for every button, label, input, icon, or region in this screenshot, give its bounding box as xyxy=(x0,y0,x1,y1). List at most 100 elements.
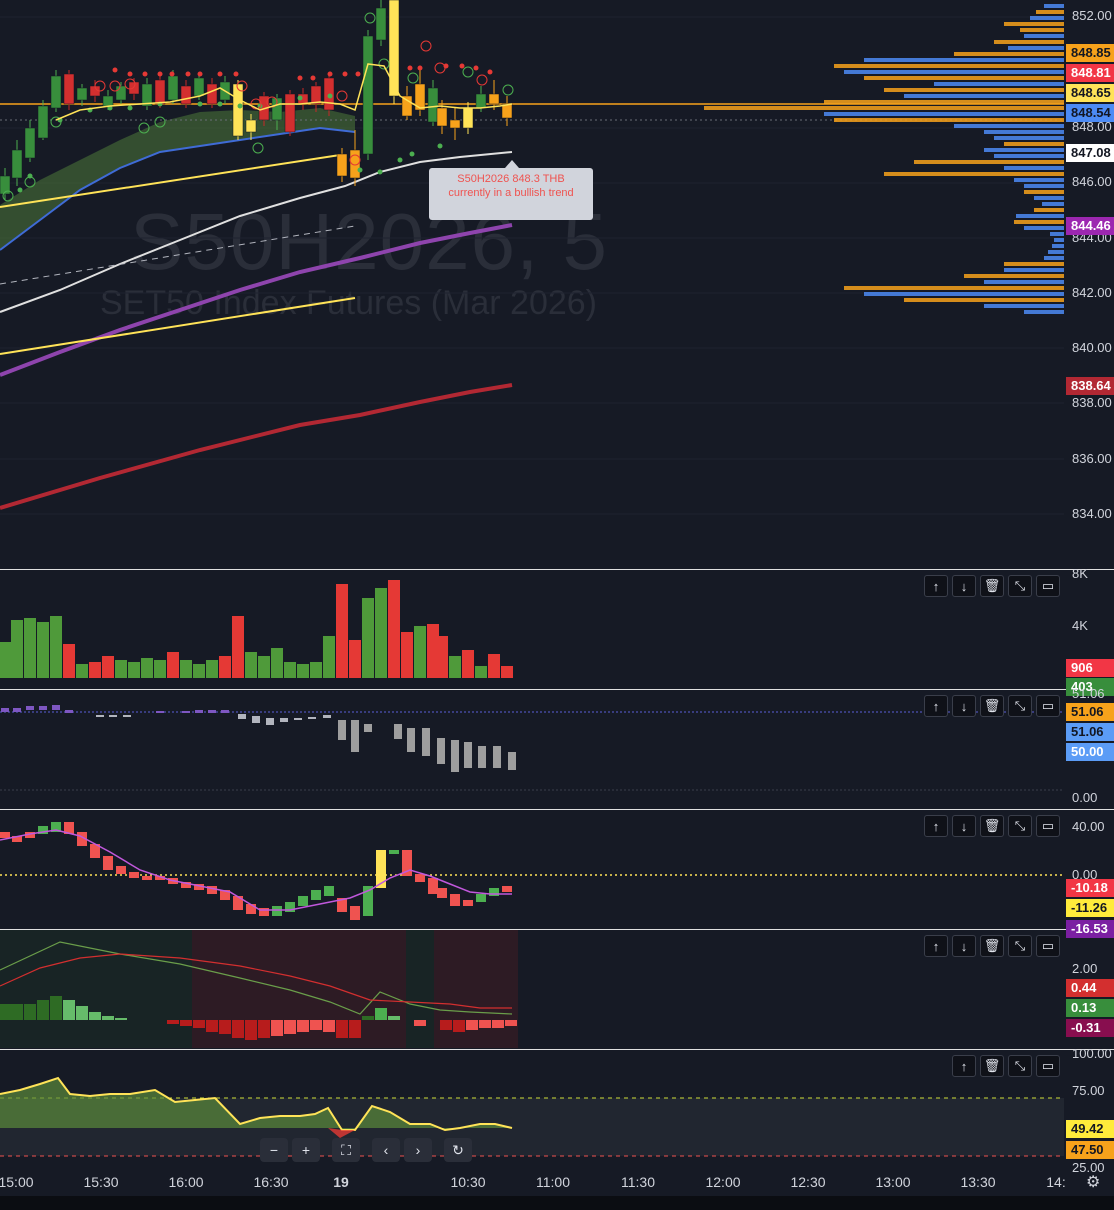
momentum-bar xyxy=(350,906,360,920)
momentum-bar xyxy=(181,882,191,888)
collapse-icon[interactable]: ⤡ xyxy=(1008,695,1032,717)
reset-icon[interactable]: ↻ xyxy=(444,1138,472,1162)
move-down-icon[interactable]: ↓ xyxy=(952,935,976,957)
collapse-icon[interactable]: ⤡ xyxy=(1008,575,1032,597)
move-up-icon[interactable]: ↑ xyxy=(924,815,948,837)
momentum-bar xyxy=(489,888,499,896)
candle-body xyxy=(0,175,11,195)
signal-dot xyxy=(157,71,163,77)
candle-body xyxy=(310,85,322,105)
signal-dot xyxy=(169,71,175,77)
oscillator-bar xyxy=(13,708,21,712)
candle-body xyxy=(245,119,257,133)
maximize-icon[interactable]: ▭ xyxy=(1036,695,1060,717)
move-up-icon[interactable]: ↑ xyxy=(924,575,948,597)
macd-histogram-bar xyxy=(115,1018,127,1020)
delete-icon[interactable]: 🗑 xyxy=(980,575,1004,597)
move-down-icon[interactable]: ↓ xyxy=(952,695,976,717)
zoom-out-button[interactable]: − xyxy=(260,1138,288,1162)
momentum-bar xyxy=(155,876,165,880)
zoom-in-button[interactable]: + xyxy=(292,1138,320,1162)
move-up-icon[interactable]: ↑ xyxy=(952,1055,976,1077)
count-marker xyxy=(109,80,121,92)
candle-body xyxy=(462,107,474,129)
axis-tick-label: 842.00 xyxy=(1072,285,1112,300)
oscillator-bar xyxy=(39,706,47,710)
volume-bar xyxy=(449,656,461,678)
bull-zone xyxy=(0,930,192,1048)
volume-bar xyxy=(258,656,270,678)
volume-bar xyxy=(128,662,140,678)
volume-profile-bar xyxy=(914,160,1064,164)
macd-histogram-bar xyxy=(37,1000,49,1020)
momentum-bar xyxy=(103,856,113,870)
momentum-pane[interactable] xyxy=(0,810,1064,928)
axis-tick-label: 836.00 xyxy=(1072,451,1112,466)
momentum-bar xyxy=(463,900,473,906)
count-marker xyxy=(502,84,514,96)
signal-dot xyxy=(17,187,23,193)
momentum-bar xyxy=(233,896,243,910)
tooltip-line2: currently in a bullish trend xyxy=(448,187,574,199)
short-ma-line xyxy=(0,151,513,313)
macd-histogram-bar xyxy=(167,1020,179,1024)
macd-histogram-bar xyxy=(323,1020,335,1032)
volume-pane[interactable] xyxy=(0,570,1064,688)
volume-profile-bar xyxy=(1024,310,1064,314)
oscillator-bar xyxy=(208,710,216,713)
time-label: 16:30 xyxy=(253,1174,289,1190)
trend-line xyxy=(0,297,356,355)
time-label: 11:30 xyxy=(621,1174,655,1190)
oscillator-bar xyxy=(52,705,60,710)
oscillator-bar xyxy=(252,716,260,723)
collapse-icon[interactable]: ⤡ xyxy=(1008,1055,1032,1077)
oscillator-bar xyxy=(422,728,430,756)
scroll-right-button[interactable]: › xyxy=(404,1138,432,1162)
move-down-icon[interactable]: ↓ xyxy=(952,815,976,837)
volume-bar xyxy=(102,656,114,678)
delete-icon[interactable]: 🗑 xyxy=(980,935,1004,957)
volume-profile-bar xyxy=(934,82,1064,86)
scroll-left-button[interactable]: ‹ xyxy=(372,1138,400,1162)
move-down-icon[interactable]: ↓ xyxy=(952,575,976,597)
candle-body xyxy=(375,7,387,41)
momentum-bar xyxy=(450,894,460,906)
maximize-icon[interactable]: ▭ xyxy=(1036,575,1060,597)
move-up-icon[interactable]: ↑ xyxy=(924,695,948,717)
settings-icon[interactable]: ⚙ xyxy=(1086,1174,1101,1191)
candle-body xyxy=(11,149,23,179)
volume-profile-bar xyxy=(994,40,1064,44)
collapse-icon[interactable]: ⤡ xyxy=(1008,815,1032,837)
time-label: 14: xyxy=(1046,1174,1066,1190)
move-up-icon[interactable]: ↑ xyxy=(924,935,948,957)
time-axis[interactable]: ⚙ 15:00 15:30 16:00 16:30 19 10:30 11:00 11:30 1… xyxy=(0,1168,1114,1196)
price-chart xyxy=(0,0,1064,515)
candle-body xyxy=(154,79,166,105)
maximize-icon[interactable]: ▭ xyxy=(1036,815,1060,837)
rsi-pane[interactable] xyxy=(0,1050,1064,1168)
axis-tick-label: 0.00 xyxy=(1072,867,1098,882)
macd-histogram-bar xyxy=(11,1004,23,1020)
axis-tick-label: 25.00 xyxy=(1072,1160,1105,1175)
maximize-icon[interactable]: ▭ xyxy=(1036,935,1060,957)
count-marker xyxy=(94,80,106,92)
macd-histogram-bar xyxy=(193,1020,205,1028)
macd-histogram-bar xyxy=(206,1020,218,1032)
macd-pane[interactable] xyxy=(0,930,1064,1048)
momentum-bar xyxy=(363,886,373,916)
count-marker xyxy=(378,58,390,70)
collapse-icon[interactable]: ⤡ xyxy=(1008,935,1032,957)
delete-icon[interactable]: 🗑 xyxy=(980,1055,1004,1077)
maximize-icon[interactable]: ▭ xyxy=(1036,1055,1060,1077)
candle-body xyxy=(388,0,400,97)
volume-bar xyxy=(436,636,448,678)
volume-profile-bar xyxy=(1024,34,1064,38)
volume-bar xyxy=(76,664,88,678)
delete-icon[interactable]: 🗑 xyxy=(980,695,1004,717)
delete-icon[interactable]: 🗑 xyxy=(980,815,1004,837)
volume-profile-bar xyxy=(1020,28,1064,32)
oscillator-pane[interactable] xyxy=(0,690,1064,808)
price-pane[interactable]: S50H2026, 5 SET50 Index Futures (Mar 202… xyxy=(0,0,1064,568)
volume-profile-bar xyxy=(984,148,1064,152)
fit-icon[interactable]: ⛶ xyxy=(332,1138,360,1162)
